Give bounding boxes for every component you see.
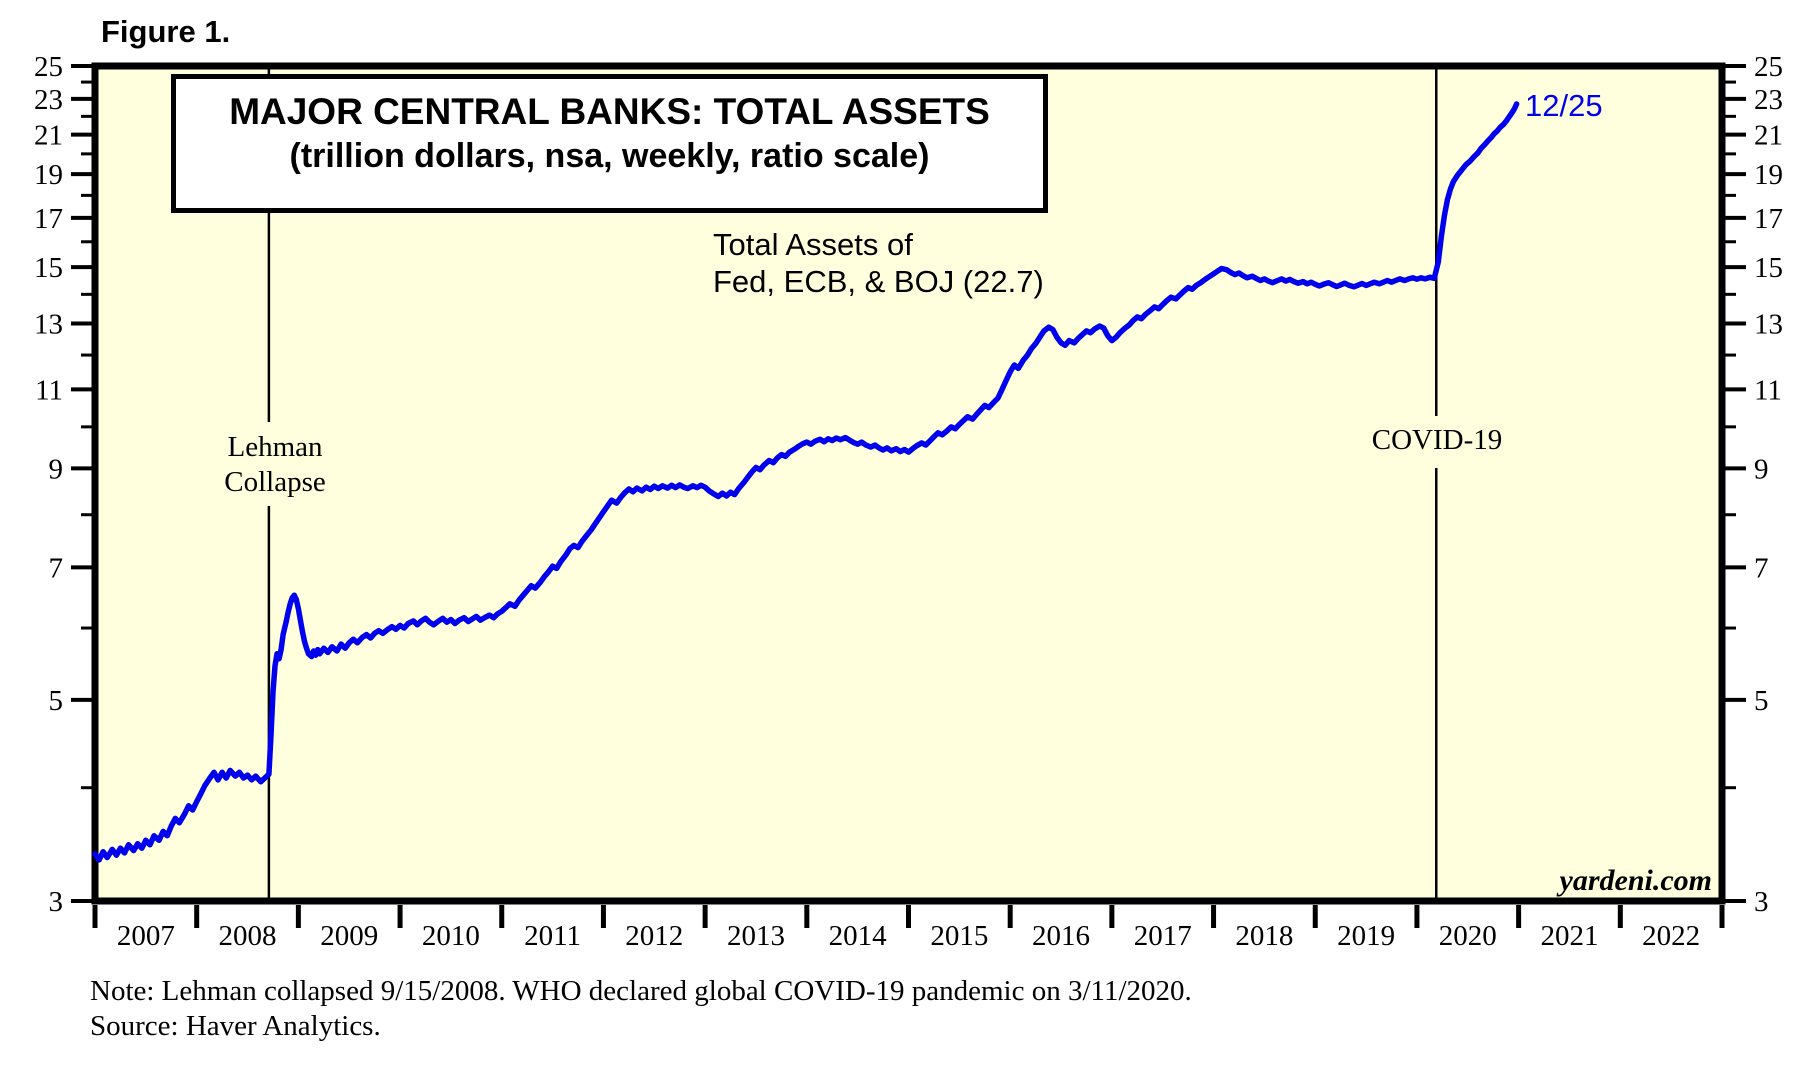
last-data-point-label: 12/25: [1525, 88, 1603, 123]
series-annotation: Total Assets of Fed, ECB, & BOJ (22.7): [713, 226, 1044, 300]
x-axis-year-label: 2016: [1032, 920, 1090, 952]
x-axis-year-label: 2009: [320, 920, 378, 952]
y-axis-label-left: 15: [34, 252, 63, 284]
figure-label: Figure 1.: [101, 14, 231, 49]
y-axis-label-right: 13: [1754, 309, 1783, 341]
y-axis-label-left: 13: [34, 309, 63, 341]
chart-note: Note: Lehman collapsed 9/15/2008. WHO de…: [90, 975, 1192, 1007]
y-axis-label-left: 17: [34, 203, 63, 235]
x-axis-year-label: 2008: [219, 920, 277, 952]
x-axis-year-label: 2007: [117, 920, 175, 952]
x-axis-year-label: 2022: [1642, 920, 1700, 952]
y-axis-label-right: 9: [1754, 453, 1769, 485]
x-axis-year-label: 2013: [727, 920, 785, 952]
total-assets-line: [92, 101, 1520, 863]
yardeni-watermark: yardeni.com: [1559, 864, 1712, 897]
x-axis-year-label: 2015: [930, 920, 988, 952]
y-axis-label-right: 19: [1754, 159, 1783, 191]
y-axis-label-right: 25: [1754, 51, 1783, 83]
series-annotation-line2: Fed, ECB, & BOJ (22.7): [713, 264, 1044, 299]
x-axis-year-label: 2010: [422, 920, 480, 952]
chart-title: MAJOR CENTRAL BANKS: TOTAL ASSETS: [229, 91, 990, 132]
y-axis-label-left: 25: [34, 51, 63, 83]
plot-frame: [91, 62, 1726, 905]
chart-subtitle: (trillion dollars, nsa, weekly, ratio sc…: [289, 137, 930, 175]
x-axis-year-label: 2021: [1540, 920, 1598, 952]
y-axis-label-right: 17: [1754, 203, 1783, 235]
series-annotation-line1: Total Assets of: [713, 227, 913, 262]
lehman-annotation-line1: Lehman: [227, 431, 323, 463]
y-axis-label-right: 3: [1754, 886, 1769, 918]
y-axis-label-left: 19: [34, 159, 63, 191]
y-axis-label-left: 21: [34, 120, 63, 152]
y-axis-label-right: 23: [1754, 84, 1783, 116]
x-axis-year-label: 2018: [1235, 920, 1293, 952]
x-axis-year-label: 2020: [1439, 920, 1497, 952]
y-axis-label-right: 5: [1754, 685, 1769, 717]
y-axis-label-left: 5: [49, 685, 64, 717]
y-axis-label-left: 11: [35, 374, 63, 406]
y-axis-label-right: 21: [1754, 120, 1783, 152]
lehman-annotation-line2: Collapse: [224, 466, 326, 498]
y-axis-label-left: 7: [49, 552, 64, 584]
x-axis-year-label: 2017: [1134, 920, 1192, 952]
covid-19-annotation: COVID-19: [1371, 424, 1503, 456]
x-axis-year-label: 2014: [829, 920, 888, 952]
y-axis-label-left: 9: [49, 453, 64, 485]
x-axis-year-label: 2019: [1337, 920, 1395, 952]
chart-source: Source: Haver Analytics.: [90, 1010, 381, 1042]
x-axis-year-label: 2012: [625, 920, 683, 952]
lehman-collapse-annotation: Lehman Collapse: [224, 430, 326, 500]
y-axis-label-right: 11: [1754, 374, 1782, 406]
y-axis-label-right: 15: [1754, 252, 1783, 284]
x-axis-year-label: 2011: [524, 920, 581, 952]
y-axis-label-left: 3: [49, 886, 64, 918]
y-axis-label-right: 7: [1754, 552, 1769, 584]
y-axis-label-left: 23: [34, 84, 63, 116]
chart-title-box: MAJOR CENTRAL BANKS: TOTAL ASSETS (trill…: [171, 74, 1048, 213]
